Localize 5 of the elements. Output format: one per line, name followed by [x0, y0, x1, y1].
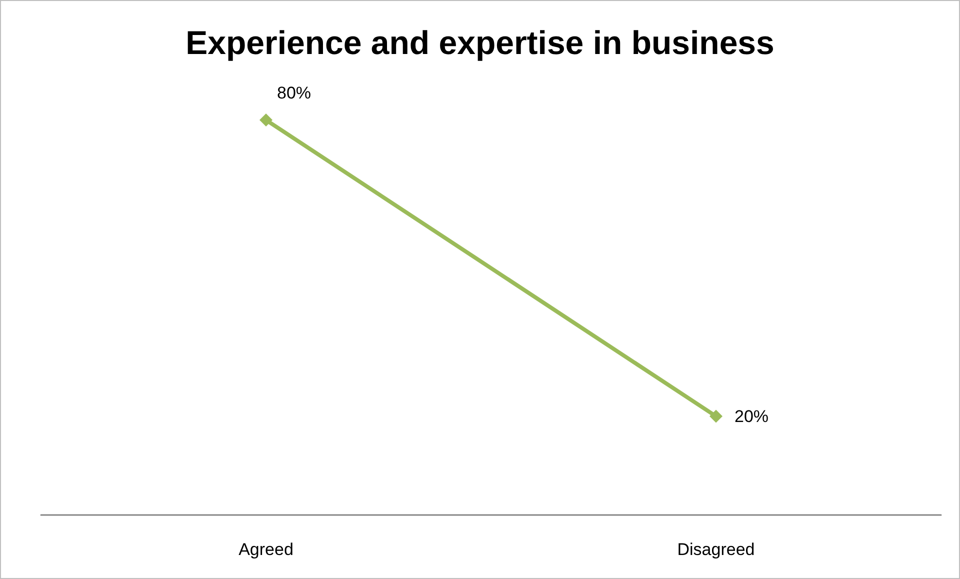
x-tick-label: Agreed	[238, 540, 294, 559]
x-tick-label: Disagreed	[677, 540, 755, 559]
data-label: 20%	[734, 406, 769, 426]
data-label: 80%	[276, 84, 312, 102]
chart-title: Experience and expertise in business	[186, 24, 774, 61]
